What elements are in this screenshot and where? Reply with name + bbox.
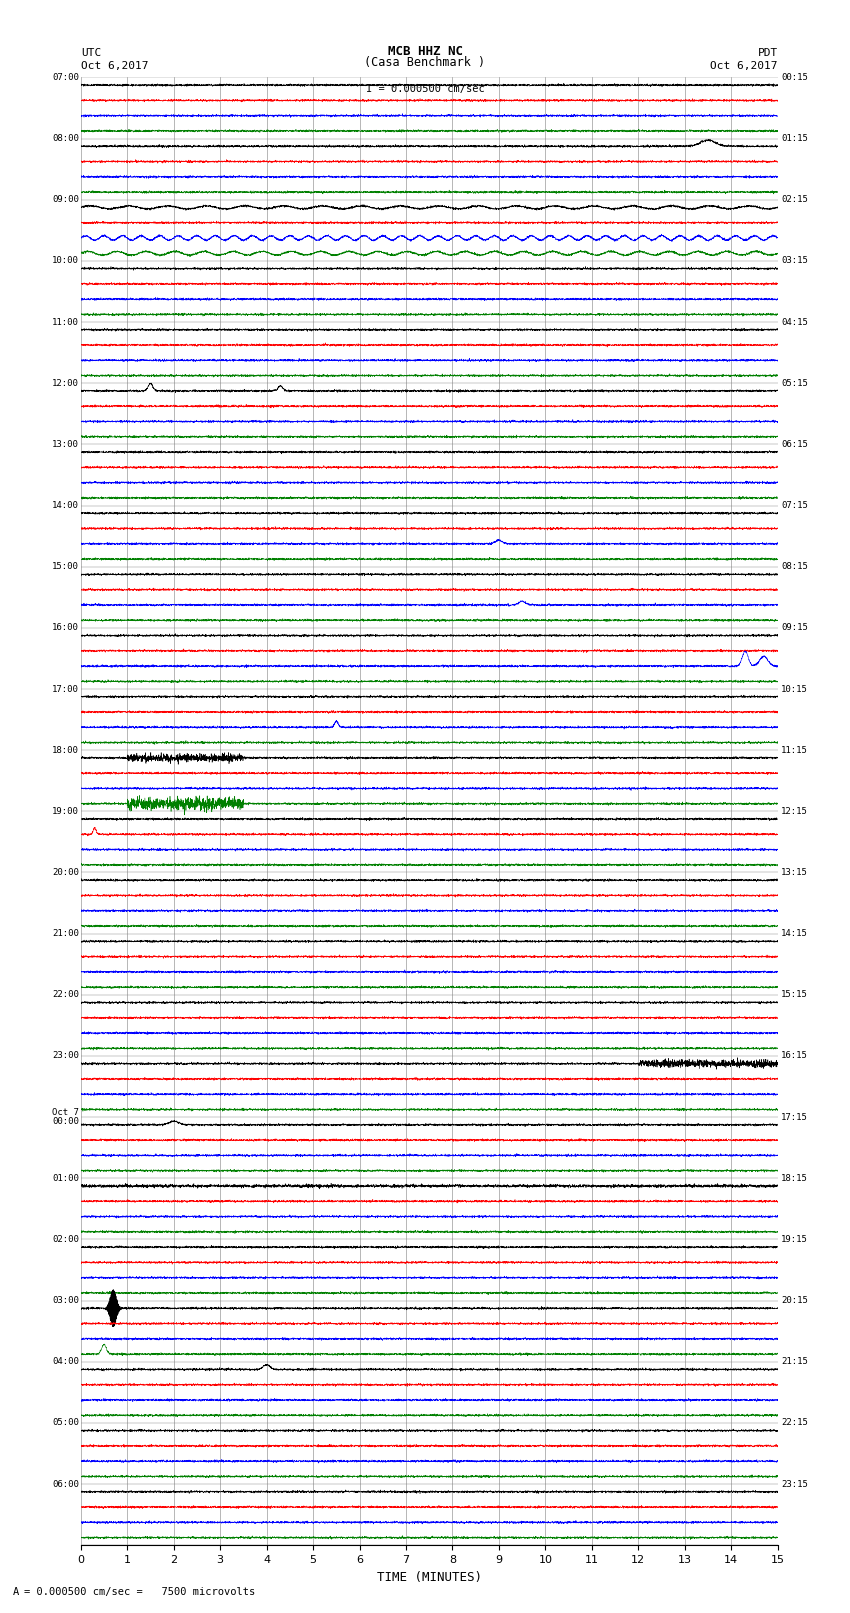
Text: 00:15: 00:15 (781, 73, 808, 82)
Text: 19:15: 19:15 (781, 1236, 808, 1244)
Text: 03:00: 03:00 (52, 1297, 79, 1305)
Text: 16:00: 16:00 (52, 623, 79, 632)
Text: 17:00: 17:00 (52, 684, 79, 694)
Text: 23:15: 23:15 (781, 1479, 808, 1489)
Text: 12:15: 12:15 (781, 806, 808, 816)
Text: A: A (13, 1587, 19, 1597)
Text: Oct 6,2017: Oct 6,2017 (711, 61, 778, 71)
Text: 11:15: 11:15 (781, 745, 808, 755)
Text: = 0.000500 cm/sec =   7500 microvolts: = 0.000500 cm/sec = 7500 microvolts (24, 1587, 255, 1597)
Text: 18:00: 18:00 (52, 745, 79, 755)
Text: 08:00: 08:00 (52, 134, 79, 144)
Text: 10:15: 10:15 (781, 684, 808, 694)
Text: 07:00: 07:00 (52, 73, 79, 82)
Text: 19:00: 19:00 (52, 806, 79, 816)
Text: 06:00: 06:00 (52, 1479, 79, 1489)
Text: 04:00: 04:00 (52, 1357, 79, 1366)
Text: (Casa Benchmark ): (Casa Benchmark ) (365, 56, 485, 69)
Text: 06:15: 06:15 (781, 440, 808, 448)
Text: 21:15: 21:15 (781, 1357, 808, 1366)
Text: 20:00: 20:00 (52, 868, 79, 877)
Text: 14:15: 14:15 (781, 929, 808, 939)
X-axis label: TIME (MINUTES): TIME (MINUTES) (377, 1571, 482, 1584)
Text: 03:15: 03:15 (781, 256, 808, 266)
Text: 08:15: 08:15 (781, 563, 808, 571)
Text: 05:00: 05:00 (52, 1418, 79, 1428)
Text: 02:00: 02:00 (52, 1236, 79, 1244)
Text: I = 0.000500 cm/sec: I = 0.000500 cm/sec (366, 84, 484, 94)
Text: 01:15: 01:15 (781, 134, 808, 144)
Text: 15:00: 15:00 (52, 563, 79, 571)
Text: 13:00: 13:00 (52, 440, 79, 448)
Text: 09:15: 09:15 (781, 623, 808, 632)
Text: PDT: PDT (757, 48, 778, 58)
Text: Oct 6,2017: Oct 6,2017 (81, 61, 148, 71)
Text: 11:00: 11:00 (52, 318, 79, 326)
Text: 22:15: 22:15 (781, 1418, 808, 1428)
Text: 05:15: 05:15 (781, 379, 808, 387)
Text: UTC: UTC (81, 48, 101, 58)
Text: 10:00: 10:00 (52, 256, 79, 266)
Text: 07:15: 07:15 (781, 502, 808, 510)
Text: MCB HHZ NC: MCB HHZ NC (388, 45, 462, 58)
Text: 15:15: 15:15 (781, 990, 808, 1000)
Text: 02:15: 02:15 (781, 195, 808, 205)
Text: 16:15: 16:15 (781, 1052, 808, 1060)
Text: 23:00: 23:00 (52, 1052, 79, 1060)
Text: 12:00: 12:00 (52, 379, 79, 387)
Text: Oct 7: Oct 7 (52, 1108, 79, 1116)
Text: 09:00: 09:00 (52, 195, 79, 205)
Text: 01:00: 01:00 (52, 1174, 79, 1182)
Text: 00:00: 00:00 (52, 1118, 79, 1126)
Text: 22:00: 22:00 (52, 990, 79, 1000)
Text: 21:00: 21:00 (52, 929, 79, 939)
Text: 18:15: 18:15 (781, 1174, 808, 1182)
Text: 20:15: 20:15 (781, 1297, 808, 1305)
Text: 14:00: 14:00 (52, 502, 79, 510)
Text: 04:15: 04:15 (781, 318, 808, 326)
Text: 17:15: 17:15 (781, 1113, 808, 1121)
Text: 13:15: 13:15 (781, 868, 808, 877)
